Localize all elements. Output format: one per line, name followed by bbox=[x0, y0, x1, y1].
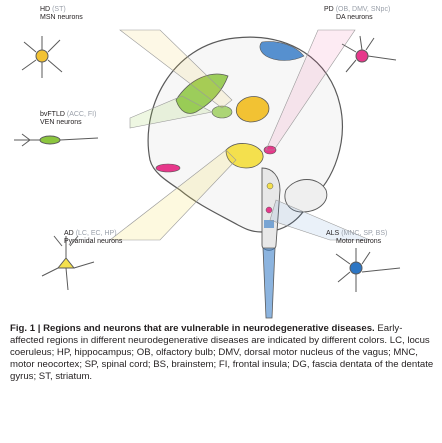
msn-neuron-icon bbox=[21, 36, 63, 78]
ad-callout bbox=[109, 149, 237, 241]
spinal-cord bbox=[262, 247, 276, 319]
als-label: ALS (MNC, SP, BS) bbox=[326, 230, 388, 237]
figure-title: Regions and neurons that are vulnerable … bbox=[43, 323, 375, 334]
hd-neurons-label: MSN neurons bbox=[40, 14, 83, 21]
locus-coeruleus bbox=[266, 182, 274, 190]
hd-callout bbox=[119, 29, 233, 109]
ven-neuron-icon bbox=[14, 133, 99, 147]
motor-cortex-region bbox=[259, 41, 305, 61]
brainstem-als bbox=[264, 220, 274, 228]
hippocampus-region bbox=[225, 143, 264, 169]
pd-label: PD (OB, DMV, SNpc) bbox=[324, 6, 391, 13]
motor-neuron-icon bbox=[335, 248, 401, 292]
pd-neurons-label: DA neurons bbox=[336, 14, 373, 21]
dmv-region bbox=[265, 206, 273, 214]
cerebellum bbox=[284, 179, 328, 213]
bvftld-label: bvFTLD (ACC, FI) bbox=[40, 111, 97, 118]
ad-neurons-label: Pyramidal neurons bbox=[64, 238, 123, 245]
figure-caption-body: Early-affected regions in different neur… bbox=[10, 323, 434, 382]
da-neuron-icon bbox=[341, 35, 397, 73]
brain-illustration bbox=[14, 29, 401, 319]
pd-callout bbox=[265, 29, 356, 151]
als-neurons-label: Motor neurons bbox=[336, 238, 382, 245]
als-callout bbox=[269, 199, 371, 241]
figure-caption: Fig. 1 | Regions and neurons that are vu… bbox=[10, 323, 434, 382]
figure-panel: HD (ST) MSN neurons PD (OB, DMV, SNpc) D… bbox=[14, 6, 401, 319]
pyramidal-neuron-icon bbox=[41, 235, 95, 291]
figure-number: Fig. 1 bbox=[10, 323, 36, 334]
acc-region bbox=[175, 73, 229, 114]
olfactory-bulb bbox=[155, 163, 181, 173]
bvftld-callout bbox=[129, 95, 213, 129]
striatum-region bbox=[235, 96, 270, 123]
bvftld-neurons-label: VEN neurons bbox=[40, 119, 82, 126]
hd-label: HD (ST) bbox=[40, 6, 66, 13]
ad-label: AD (LC, EC, HP) bbox=[64, 230, 117, 237]
